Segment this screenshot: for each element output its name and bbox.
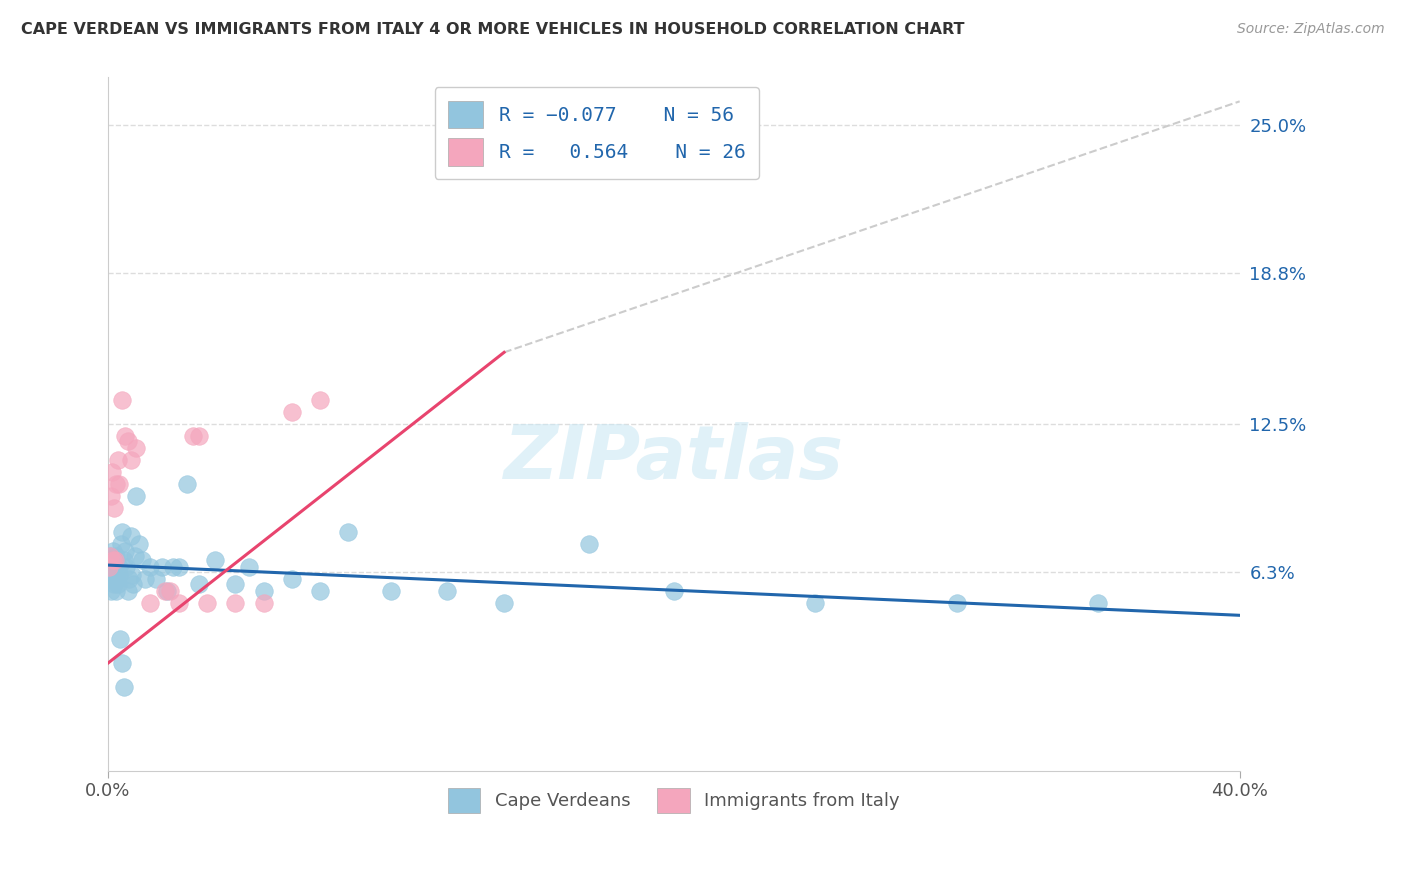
Point [145, 573, 167, 587]
Point [104, 549, 127, 563]
Point [114, 543, 136, 558]
Point [309, 584, 332, 599]
Point [117, 434, 139, 448]
Point [337, 524, 360, 539]
Point [131, 553, 153, 567]
Point [494, 596, 516, 610]
Point [181, 429, 204, 443]
Point [125, 489, 148, 503]
Point [162, 560, 184, 574]
Point [128, 536, 150, 550]
Point [281, 573, 304, 587]
Point [98, 560, 121, 574]
Point [107, 453, 129, 467]
Point [120, 529, 142, 543]
Point [238, 560, 260, 574]
Point [252, 596, 274, 610]
Point [111, 393, 134, 408]
Point [98, 549, 121, 563]
Point [103, 577, 125, 591]
Point [101, 543, 124, 558]
Point [103, 567, 125, 582]
Point [252, 584, 274, 599]
Text: ZIPatlas: ZIPatlas [503, 422, 844, 495]
Point [167, 560, 190, 574]
Point [100, 573, 122, 587]
Point [176, 476, 198, 491]
Point [103, 500, 125, 515]
Point [121, 567, 143, 582]
Text: Source: ZipAtlas.com: Source: ZipAtlas.com [1237, 22, 1385, 37]
Point [1087, 596, 1109, 610]
Point [110, 656, 132, 670]
Point [195, 596, 218, 610]
Point [380, 584, 402, 599]
Point [578, 536, 600, 550]
Text: CAPE VERDEAN VS IMMIGRANTS FROM ITALY 4 OR MORE VEHICLES IN HOUSEHOLD CORRELATIO: CAPE VERDEAN VS IMMIGRANTS FROM ITALY 4 … [21, 22, 965, 37]
Point [167, 596, 190, 610]
Point [124, 549, 146, 563]
Point [108, 632, 131, 647]
Point [187, 577, 209, 591]
Point [98, 560, 121, 574]
Point [436, 584, 458, 599]
Point [101, 553, 124, 567]
Point [112, 680, 135, 694]
Point [224, 577, 246, 591]
Point [115, 560, 138, 574]
Point [100, 489, 122, 503]
Point [187, 429, 209, 443]
Point [156, 584, 179, 599]
Point [150, 560, 173, 574]
Point [104, 553, 127, 567]
Legend: Cape Verdeans, Immigrants from Italy: Cape Verdeans, Immigrants from Italy [437, 777, 911, 824]
Point [107, 577, 129, 591]
Point [100, 584, 122, 599]
Point [120, 453, 142, 467]
Point [204, 553, 226, 567]
Point [112, 553, 135, 567]
Point [309, 393, 332, 408]
Point [114, 429, 136, 443]
Point [107, 560, 129, 574]
Point [153, 584, 176, 599]
Point [159, 584, 181, 599]
Point [281, 405, 304, 419]
Point [108, 567, 131, 582]
Point [945, 596, 967, 610]
Point [108, 476, 131, 491]
Point [118, 573, 141, 587]
Point [125, 441, 148, 455]
Point [110, 536, 132, 550]
Point [134, 573, 156, 587]
Point [105, 584, 128, 599]
Point [101, 465, 124, 479]
Point [104, 560, 127, 574]
Point [117, 584, 139, 599]
Point [139, 596, 162, 610]
Point [105, 573, 128, 587]
Point [139, 560, 162, 574]
Point [224, 596, 246, 610]
Point [98, 549, 121, 563]
Point [111, 524, 134, 539]
Point [804, 596, 827, 610]
Point [101, 553, 124, 567]
Point [105, 476, 128, 491]
Point [122, 577, 145, 591]
Point [662, 584, 685, 599]
